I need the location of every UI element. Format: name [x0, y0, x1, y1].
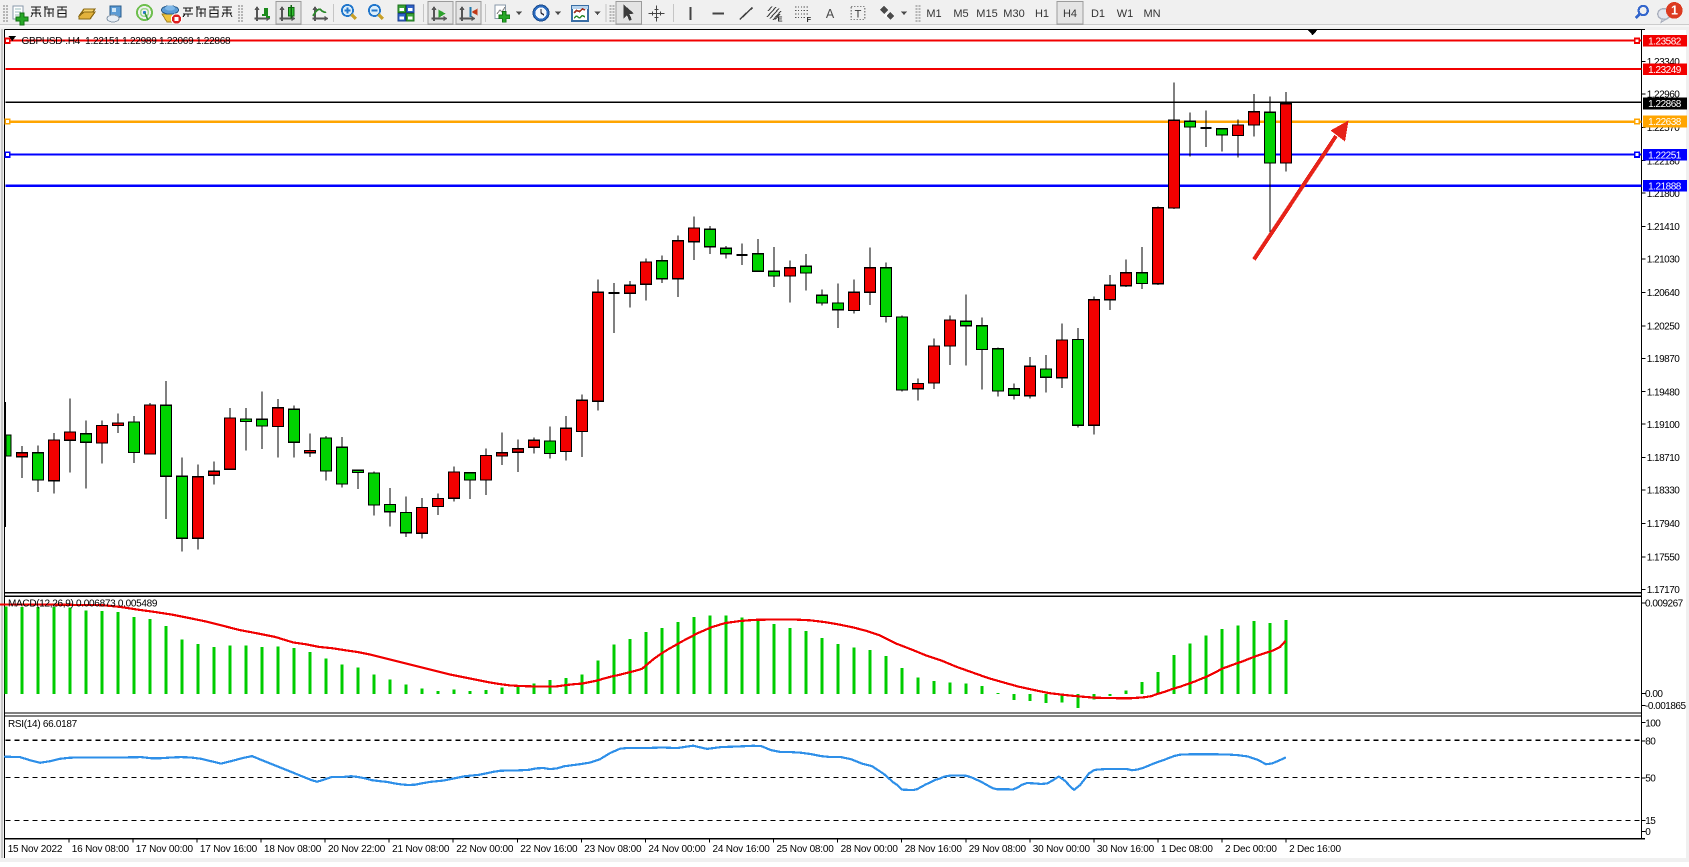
svg-text:1.23340: 1.23340 [1647, 57, 1681, 68]
svg-text:23 Nov 08:00: 23 Nov 08:00 [584, 844, 642, 855]
svg-text:1.22960: 1.22960 [1647, 90, 1681, 101]
svg-text:0.00: 0.00 [1645, 689, 1663, 700]
svg-text:20 Nov 22:00: 20 Nov 22:00 [328, 844, 386, 855]
svg-text:24 Nov 16:00: 24 Nov 16:00 [713, 844, 771, 855]
svg-text:100: 100 [1645, 718, 1661, 729]
svg-text:15: 15 [1645, 816, 1656, 827]
svg-text:H1: H1 [1035, 8, 1049, 20]
svg-text:W1: W1 [1117, 8, 1134, 20]
svg-text:2 Dec 00:00: 2 Dec 00:00 [1225, 844, 1277, 855]
svg-text:F: F [807, 15, 812, 24]
svg-text:MACD(12,26,9) 0.006873 0.00548: MACD(12,26,9) 0.006873 0.005489 [8, 599, 158, 610]
svg-text:15 Nov 2022: 15 Nov 2022 [8, 844, 63, 855]
svg-text:GBPUSD-.H4 1.22151 1.22989 1.: GBPUSD-.H4 1.22151 1.22989 1.22069 1.228… [22, 36, 232, 47]
svg-text:1.21800: 1.21800 [1647, 189, 1681, 200]
svg-text:A: A [826, 7, 835, 21]
svg-text:1.18330: 1.18330 [1647, 486, 1681, 497]
svg-text:1 Dec 08:00: 1 Dec 08:00 [1161, 844, 1213, 855]
svg-text:H4: H4 [1063, 8, 1077, 20]
svg-text:1.17170: 1.17170 [1647, 585, 1681, 596]
svg-text:1.20250: 1.20250 [1647, 322, 1681, 333]
svg-text:25 Nov 08:00: 25 Nov 08:00 [777, 844, 835, 855]
svg-text:1.23582: 1.23582 [1648, 36, 1682, 47]
svg-text:1.22638: 1.22638 [1648, 117, 1682, 128]
svg-text:1.19100: 1.19100 [1647, 420, 1681, 431]
svg-text:1: 1 [1671, 4, 1678, 18]
svg-text:30 Nov 16:00: 30 Nov 16:00 [1097, 844, 1155, 855]
svg-text:2 Dec 16:00: 2 Dec 16:00 [1289, 844, 1341, 855]
svg-text:1.22570: 1.22570 [1647, 123, 1681, 134]
svg-text:21 Nov 08:00: 21 Nov 08:00 [392, 844, 450, 855]
svg-text:1.22868: 1.22868 [1648, 99, 1682, 110]
svg-text:1.20640: 1.20640 [1647, 288, 1681, 299]
svg-text:1.19870: 1.19870 [1647, 354, 1681, 365]
svg-text:1.22251: 1.22251 [1648, 150, 1682, 161]
svg-text:18 Nov 08:00: 18 Nov 08:00 [264, 844, 322, 855]
svg-text:E: E [778, 15, 783, 24]
svg-text:1.21410: 1.21410 [1647, 222, 1681, 233]
svg-text:22 Nov 16:00: 22 Nov 16:00 [520, 844, 578, 855]
svg-text:17 Nov 00:00: 17 Nov 00:00 [136, 844, 194, 855]
svg-text:MN: MN [1143, 8, 1160, 20]
svg-text:1.19480: 1.19480 [1647, 387, 1681, 398]
svg-text:1.23249: 1.23249 [1648, 65, 1682, 76]
svg-text:M30: M30 [1003, 8, 1024, 20]
svg-text:24 Nov 00:00: 24 Nov 00:00 [648, 844, 706, 855]
svg-text:22 Nov 00:00: 22 Nov 00:00 [456, 844, 514, 855]
svg-text:RSI(14) 66.0187: RSI(14) 66.0187 [8, 719, 78, 730]
svg-text:1.22180: 1.22180 [1647, 156, 1681, 167]
svg-text:28 Nov 00:00: 28 Nov 00:00 [841, 844, 899, 855]
svg-text:T: T [855, 9, 862, 21]
svg-text:28 Nov 16:00: 28 Nov 16:00 [905, 844, 963, 855]
svg-text:29 Nov 08:00: 29 Nov 08:00 [969, 844, 1027, 855]
svg-text:1.18710: 1.18710 [1647, 453, 1681, 464]
svg-text:M1: M1 [926, 8, 941, 20]
svg-text:D1: D1 [1091, 8, 1105, 20]
svg-text:16 Nov 08:00: 16 Nov 08:00 [72, 844, 130, 855]
svg-text:0: 0 [1645, 827, 1651, 838]
svg-text:30 Nov 00:00: 30 Nov 00:00 [1033, 844, 1091, 855]
svg-text:17 Nov 16:00: 17 Nov 16:00 [200, 844, 258, 855]
svg-text:1.21030: 1.21030 [1647, 255, 1681, 266]
svg-text:80: 80 [1645, 736, 1656, 747]
svg-text:1.21888: 1.21888 [1648, 181, 1682, 192]
svg-text:M15: M15 [976, 8, 997, 20]
svg-text:50: 50 [1645, 774, 1656, 785]
svg-text:0.009267: 0.009267 [1645, 599, 1684, 610]
svg-text:M5: M5 [953, 8, 968, 20]
svg-text:1.17940: 1.17940 [1647, 519, 1681, 530]
svg-text:1.17550: 1.17550 [1647, 552, 1681, 563]
svg-text:-0.001865: -0.001865 [1645, 701, 1686, 712]
